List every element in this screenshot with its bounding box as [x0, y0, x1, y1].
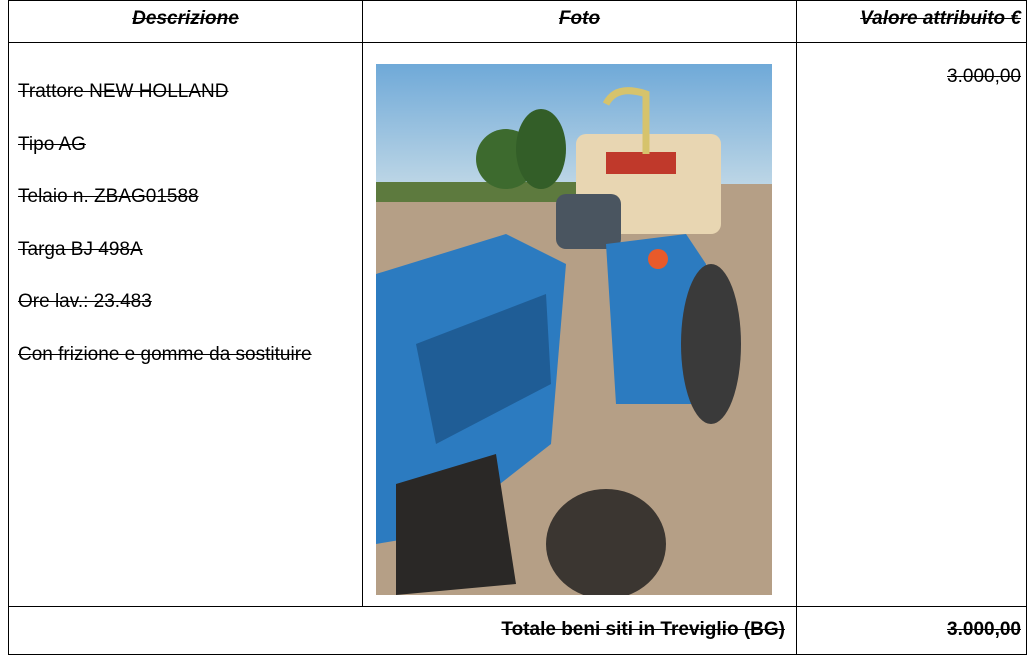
description: Trattore NEW HOLLAND Tipo AG Telaio n. Z… [18, 66, 352, 381]
header-text: Foto [558, 8, 601, 29]
total-label: Totale beni siti in Treviglio (BG) [501, 619, 785, 640]
description-line: Tipo AG [18, 133, 86, 155]
cell [796, 42, 1027, 607]
header-text: Valore attribuito € [860, 8, 1021, 29]
description-line: Trattore NEW HOLLAND [18, 81, 229, 102]
description-line: Con frizione e gomme da sostituire [18, 343, 312, 365]
description-line: Telaio n. ZBAG01588 [18, 186, 199, 207]
total-value: 3.000,00 [947, 619, 1021, 640]
value: 3.000,00 [947, 66, 1021, 87]
description-line: Ore lav.: 23.483 [18, 291, 152, 312]
header-text: Descrizione [132, 8, 239, 29]
photo [376, 64, 772, 595]
description-line: Targa BJ 498A [18, 238, 143, 260]
